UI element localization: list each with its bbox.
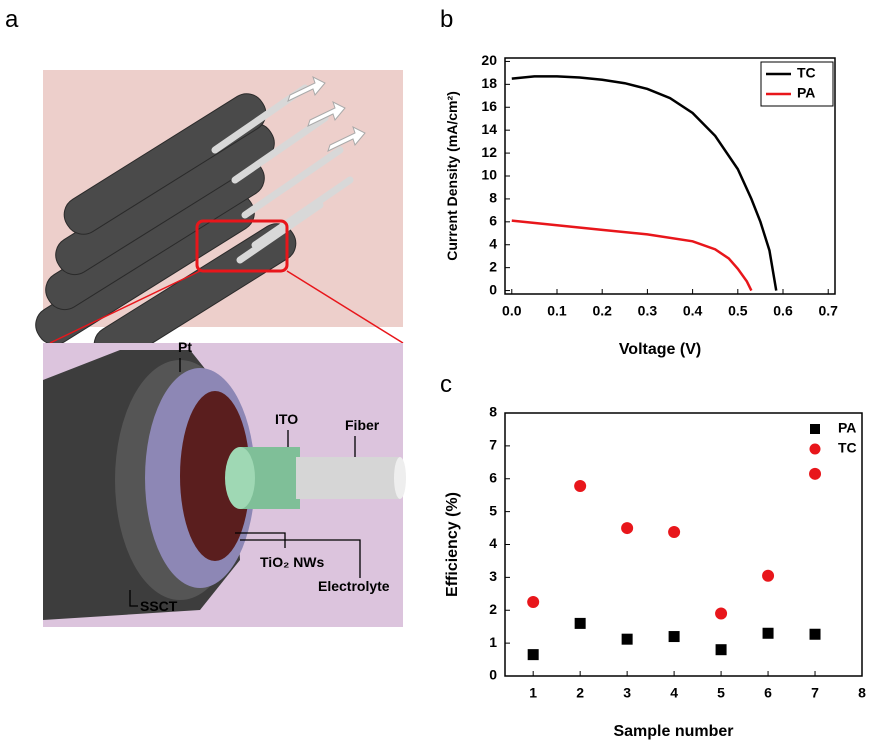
panel-label: a — [5, 6, 19, 33]
point — [621, 633, 633, 645]
point — [668, 631, 680, 643]
point — [715, 607, 728, 620]
y-tick-label: 2 — [489, 258, 497, 274]
x-axis-label: Sample number — [613, 723, 733, 740]
x-tick-label: 0.5 — [728, 303, 748, 319]
x-tick-label: 6 — [764, 685, 772, 701]
y-tick-label: 6 — [489, 213, 497, 229]
point — [621, 522, 634, 535]
legend-label: PA — [838, 420, 856, 436]
x-tick-label: 0.4 — [683, 303, 703, 319]
legend-label: TC — [797, 65, 816, 81]
y-tick-label: 16 — [481, 98, 497, 114]
legend-label: PA — [797, 85, 815, 101]
diagram-label: TiO₂ NWs — [260, 554, 325, 570]
point — [762, 569, 775, 582]
y-tick-label: 18 — [481, 75, 497, 91]
legend-swatch — [809, 443, 821, 455]
panel-label: c — [440, 371, 452, 398]
x-tick-label: 0.1 — [547, 303, 567, 319]
point — [668, 526, 681, 539]
diagram-label: SSCT — [140, 598, 178, 614]
x-tick-label: 0.6 — [773, 303, 793, 319]
y-tick-label: 8 — [489, 190, 497, 206]
x-tick-label: 0.2 — [592, 303, 612, 319]
point — [762, 627, 774, 639]
y-tick-label: 2 — [489, 601, 497, 617]
diagram-label: Pt — [178, 339, 192, 355]
point — [527, 596, 540, 609]
point — [715, 644, 727, 656]
y-axis-label: Efficiency (%) — [444, 492, 461, 597]
x-tick-label: 4 — [670, 685, 678, 701]
point — [574, 479, 587, 492]
y-tick-label: 12 — [481, 144, 497, 160]
diagram-label: Fiber — [345, 417, 380, 433]
y-tick-label: 6 — [489, 469, 497, 485]
diagram-label: ITO — [275, 411, 298, 427]
panel-label: b — [440, 6, 453, 33]
y-tick-label: 0 — [489, 281, 497, 297]
x-tick-label: 2 — [576, 685, 584, 701]
fiber-bundle-illustration — [35, 70, 406, 627]
x-tick-label: 1 — [529, 685, 537, 701]
y-tick-label: 0 — [489, 667, 497, 683]
x-tick-label: 7 — [811, 685, 819, 701]
x-axis-label: Voltage (V) — [619, 341, 701, 358]
legend-label: TC — [838, 440, 857, 456]
point — [527, 649, 539, 661]
x-tick-label: 5 — [717, 685, 725, 701]
y-tick-label: 14 — [481, 121, 497, 137]
point — [574, 617, 586, 629]
point — [809, 467, 822, 480]
y-axis-label: Current Density (mA/cm²) — [444, 91, 460, 261]
x-tick-label: 3 — [623, 685, 631, 701]
x-tick-label: 0.0 — [502, 303, 522, 319]
y-tick-label: 8 — [489, 404, 497, 420]
y-tick-label: 5 — [489, 502, 497, 518]
y-tick-label: 1 — [489, 634, 497, 650]
y-tick-label: 10 — [481, 167, 497, 183]
y-tick-label: 3 — [489, 568, 497, 584]
point — [809, 628, 821, 640]
x-tick-label: 0.3 — [638, 303, 658, 319]
line-series — [511, 219, 753, 292]
y-tick-label: 4 — [489, 535, 497, 551]
y-tick-label: 4 — [489, 235, 497, 251]
y-tick-label: 20 — [481, 52, 497, 68]
plot-frame — [504, 412, 863, 677]
x-tick-label: 0.7 — [818, 303, 838, 319]
y-tick-label: 7 — [489, 437, 497, 453]
line-series — [511, 75, 778, 291]
legend-swatch — [810, 424, 820, 434]
legend-box — [760, 61, 834, 107]
x-tick-label: 8 — [858, 685, 866, 701]
diagram-label: Electrolyte — [318, 578, 390, 594]
